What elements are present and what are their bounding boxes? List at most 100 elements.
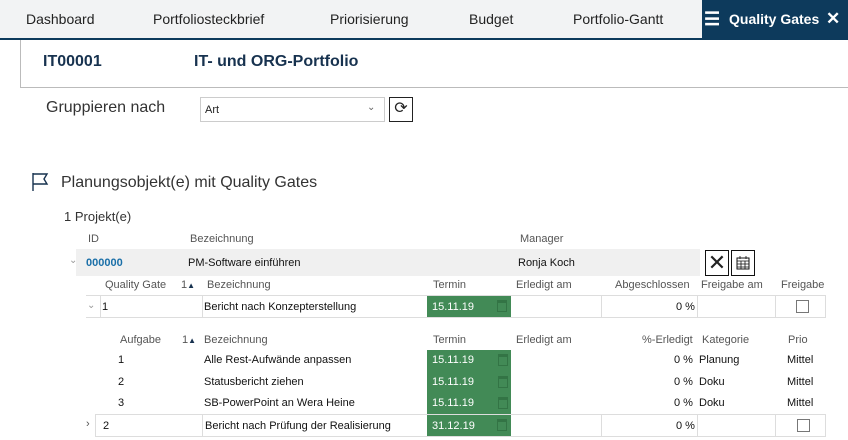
gate-row[interactable]: 1 Bericht nach Konzepterstellung 15.11.1… <box>86 295 826 318</box>
gate-nr: 1 <box>102 301 109 313</box>
col-quality-gate[interactable]: Quality Gate <box>105 279 167 291</box>
group-by-label: Gruppieren nach <box>46 99 166 116</box>
task-date[interactable]: 15.11.19 <box>432 376 475 388</box>
text-tasks-2-nr: 3 <box>118 397 125 409</box>
project-row[interactable]: 000000 PM-Software einführen Ronja Koch <box>76 249 700 276</box>
element <box>737 256 749 269</box>
text-tasks-1-prio: Mittel <box>787 376 814 388</box>
calendar-button[interactable] <box>731 250 755 276</box>
menu-icon[interactable]: ☰ <box>704 9 721 29</box>
refresh-button[interactable]: ⟳ <box>389 97 413 122</box>
text-tasks-2-name: SB-PowerPoint an Wera Heine <box>204 397 355 409</box>
element: ▲ <box>188 336 197 345</box>
release-checkbox[interactable] <box>797 419 810 432</box>
calendar-icon <box>736 256 750 270</box>
element <box>202 296 203 317</box>
element <box>775 296 776 317</box>
portfolio-name: IT- und ORG-Portfolio <box>194 53 359 70</box>
remove-button[interactable]: ✕ <box>705 250 729 276</box>
text-tasks-0-nr: 1 <box>118 354 125 366</box>
element <box>775 415 776 436</box>
flag-icon <box>32 173 49 191</box>
chevron-down-icon[interactable]: ⌄ <box>87 300 96 311</box>
chevron-down-icon[interactable]: ⌄ <box>69 255 78 266</box>
task-date-column <box>427 350 511 414</box>
col-erledigt-am: Erledigt am <box>516 279 572 291</box>
gate-name: Bericht nach Konzepterstellung <box>204 301 357 313</box>
tab-portfolio-gantt[interactable]: Portfolio-Gantt <box>573 11 664 27</box>
col-freigabe-am: Freigabe am <box>701 279 763 291</box>
project-count: 1 Projekt(e) <box>64 209 132 224</box>
gate-date-field[interactable]: 31.12.19 <box>427 415 511 436</box>
gate-row[interactable]: 2 Bericht nach Prüfung der Realisierung … <box>95 414 826 437</box>
col-id: ID <box>88 233 99 245</box>
calendar-icon[interactable] <box>498 354 508 366</box>
col-freigabe: Freigabe <box>781 279 825 291</box>
element <box>736 257 750 270</box>
release-checkbox[interactable] <box>796 300 809 313</box>
text-tasks-2-category: Doku <box>699 397 725 409</box>
group-by-select[interactable]: Art ⌄ <box>200 97 385 122</box>
text-gates-1-date: 31.12.19 <box>432 420 475 432</box>
col-prio: Prio <box>788 334 808 346</box>
element <box>697 415 698 436</box>
chevron-down-icon: ⌄ <box>367 102 376 113</box>
col-bezeichnung: Bezeichnung <box>204 334 268 346</box>
col-erledigt-am: Erledigt am <box>516 334 572 346</box>
task-date[interactable]: 15.11.19 <box>432 354 475 366</box>
project-id-link[interactable]: 000000 <box>86 257 123 269</box>
element <box>601 415 602 436</box>
element <box>202 415 203 436</box>
task-row[interactable]: 1 Alle Rest-Aufwände anpassen 15.11.19 0… <box>100 350 830 371</box>
col-termin: Termin <box>433 279 467 291</box>
col-manager: Manager <box>520 233 564 245</box>
calendar-icon[interactable] <box>497 419 507 431</box>
element <box>601 296 602 317</box>
text-tasks-2-pct: 0 % <box>674 397 693 409</box>
chevron-right-icon[interactable]: › <box>86 418 90 430</box>
text-tasks-0-prio: Mittel <box>787 354 814 366</box>
calendar-icon[interactable] <box>498 397 508 409</box>
project-manager: Ronja Koch <box>518 257 575 269</box>
col-kategorie: Kategorie <box>702 334 750 346</box>
task-row[interactable]: 2 Statusbericht ziehen 15.11.19 0 % Doku… <box>100 371 830 392</box>
section-title: Planungsobjekt(e) mit Quality Gates <box>61 174 318 191</box>
col-abgeschlossen: Abgeschlossen <box>615 279 690 291</box>
tab-budget[interactable]: Budget <box>469 11 514 27</box>
sort-indicator[interactable]: 1▲ <box>181 279 195 291</box>
portfolio-id: IT00001 <box>43 53 102 70</box>
gate-nr: 2 <box>103 420 110 432</box>
text-gates-0-date: 15.11.19 <box>432 301 475 313</box>
tab-quality-gates[interactable]: ☰ Quality Gates ✕ <box>702 0 848 40</box>
col-aufgabe[interactable]: Aufgabe <box>120 334 161 346</box>
col-bezeichnung: Bezeichnung <box>190 233 254 245</box>
gate-date-field[interactable]: 15.11.19 <box>427 296 511 317</box>
col-bezeichnung: Bezeichnung <box>207 279 271 291</box>
gate-closed: 0 % <box>676 420 695 432</box>
element <box>697 296 698 317</box>
task-date[interactable]: 15.11.19 <box>432 397 475 409</box>
col-termin: Termin <box>433 334 467 346</box>
col-pct-erledigt: %-Erledigt <box>642 334 693 346</box>
text-tasks-0-name: Alle Rest-Aufwände anpassen <box>204 354 352 366</box>
project-name: PM-Software einführen <box>188 257 301 269</box>
gate-closed: 0 % <box>676 301 695 313</box>
calendar-icon[interactable] <box>498 376 508 388</box>
element <box>32 173 49 191</box>
sort-indicator[interactable]: 1▲ <box>182 334 196 346</box>
calendar-icon[interactable] <box>497 300 507 312</box>
portfolio-header: IT00001 IT- und ORG-Portfolio <box>20 40 848 88</box>
tab-portfoliosteckbrief[interactable]: Portfoliosteckbrief <box>153 11 265 27</box>
gate-name: Bericht nach Prüfung der Realisierung <box>205 420 391 432</box>
task-row[interactable]: 3 SB-PowerPoint an Wera Heine 15.11.19 0… <box>100 392 830 413</box>
close-icon[interactable]: ✕ <box>826 9 841 28</box>
group-by-value: Art <box>205 104 220 116</box>
tab-dashboard[interactable]: Dashboard <box>26 11 95 27</box>
element <box>100 296 101 317</box>
text-tasks-1-pct: 0 % <box>674 376 693 388</box>
text-tasks-0-pct: 0 % <box>674 354 693 366</box>
element: ▲ <box>187 281 196 290</box>
refresh-icon: ⟳ <box>394 100 408 117</box>
tab-priorisierung[interactable]: Priorisierung <box>330 11 409 27</box>
